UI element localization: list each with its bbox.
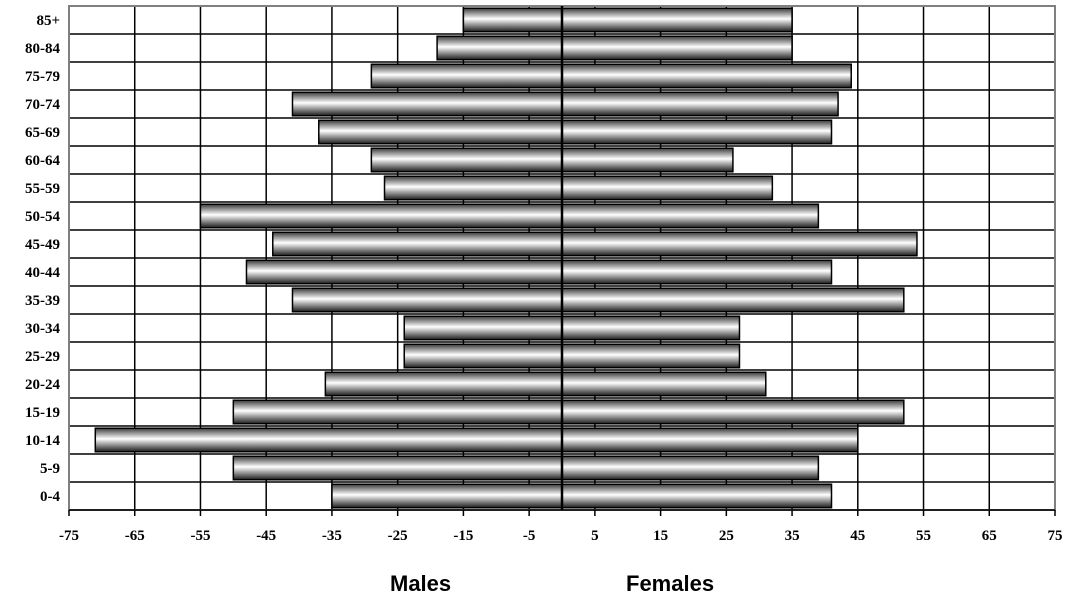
category-label-65-69: 65-69 <box>25 125 60 141</box>
female-bar-40-44 <box>561 259 833 285</box>
x-tick-label: 15 <box>653 528 668 544</box>
category-label-5-9: 5-9 <box>40 461 60 477</box>
male-bar-0-4 <box>331 483 563 509</box>
category-label-40-44: 40-44 <box>25 265 60 281</box>
x-tick-label: 25 <box>719 528 734 544</box>
female-bar-20-24 <box>561 371 767 397</box>
category-label-10-14: 10-14 <box>25 433 60 449</box>
male-bar-15-19 <box>232 399 563 425</box>
x-tick-label: -15 <box>453 528 473 544</box>
x-tick-label: -65 <box>125 528 145 544</box>
bars <box>94 7 918 509</box>
female-bar-0-4 <box>561 483 833 509</box>
category-label-30-34: 30-34 <box>25 321 60 337</box>
male-bar-65-69 <box>318 119 563 145</box>
category-label-55-59: 55-59 <box>25 181 60 197</box>
female-bar-60-64 <box>561 147 734 173</box>
female-bar-65-69 <box>561 119 833 145</box>
males-label: Males <box>390 571 451 596</box>
females-label: Females <box>626 571 714 596</box>
male-bar-50-54 <box>199 203 563 229</box>
category-label-45-49: 45-49 <box>25 237 60 253</box>
male-bar-35-39 <box>291 287 563 313</box>
female-bar-75-79 <box>561 63 852 89</box>
male-bar-10-14 <box>94 427 563 453</box>
x-tick-label: 55 <box>916 528 931 544</box>
category-label-85+: 85+ <box>36 13 60 29</box>
x-tick-label: 75 <box>1048 528 1063 544</box>
x-tick-label: 35 <box>785 528 800 544</box>
female-bar-55-59 <box>561 175 774 201</box>
female-bar-5-9 <box>561 455 820 481</box>
category-label-50-54: 50-54 <box>25 209 60 225</box>
female-bar-30-34 <box>561 315 741 341</box>
female-bar-15-19 <box>561 399 905 425</box>
male-bar-85+ <box>462 7 563 33</box>
x-tick-labels: -75 -65 -55 -45 -35 -25 -15 -5 5 15 25 35 45 55 65 75 <box>59 528 1063 544</box>
male-bar-25-29 <box>403 343 563 369</box>
female-bar-45-49 <box>561 231 918 257</box>
male-bar-45-49 <box>272 231 563 257</box>
plot-frame <box>68 5 1056 516</box>
female-bar-35-39 <box>561 287 905 313</box>
category-label-60-64: 60-64 <box>25 153 60 169</box>
male-bar-70-74 <box>291 91 563 117</box>
category-labels: 0-4 5-9 10-14 15-19 20-24 25-29 30-34 35-39 40-4… <box>25 13 60 505</box>
x-tick-label: -75 <box>59 528 79 544</box>
x-tick-label: 65 <box>982 528 997 544</box>
category-label-75-79: 75-79 <box>25 69 60 85</box>
category-label-0-4: 0-4 <box>40 489 60 505</box>
female-bar-50-54 <box>561 203 820 229</box>
male-bar-80-84 <box>436 35 563 61</box>
male-bar-40-44 <box>245 259 563 285</box>
male-bar-55-59 <box>383 175 563 201</box>
female-bar-70-74 <box>561 91 839 117</box>
male-bar-30-34 <box>403 315 563 341</box>
x-tick-label: -45 <box>256 528 276 544</box>
female-bar-80-84 <box>561 35 793 61</box>
female-bar-10-14 <box>561 427 859 453</box>
x-tick-label: 5 <box>591 528 599 544</box>
x-tick-label: -55 <box>190 528 210 544</box>
male-bar-60-64 <box>370 147 563 173</box>
category-label-20-24: 20-24 <box>25 377 60 393</box>
category-label-70-74: 70-74 <box>25 97 60 113</box>
male-bar-75-79 <box>370 63 563 89</box>
female-bar-85+ <box>561 7 793 33</box>
category-label-80-84: 80-84 <box>25 41 60 57</box>
female-bar-25-29 <box>561 343 741 369</box>
category-label-25-29: 25-29 <box>25 349 60 365</box>
x-tick-label: -35 <box>322 528 342 544</box>
male-bar-20-24 <box>324 371 563 397</box>
x-tick-label: -5 <box>523 528 536 544</box>
male-bar-5-9 <box>232 455 563 481</box>
x-tick-label: 45 <box>850 528 865 544</box>
category-label-35-39: 35-39 <box>25 293 60 309</box>
x-tick-label: -25 <box>388 528 408 544</box>
category-label-15-19: 15-19 <box>25 405 60 421</box>
